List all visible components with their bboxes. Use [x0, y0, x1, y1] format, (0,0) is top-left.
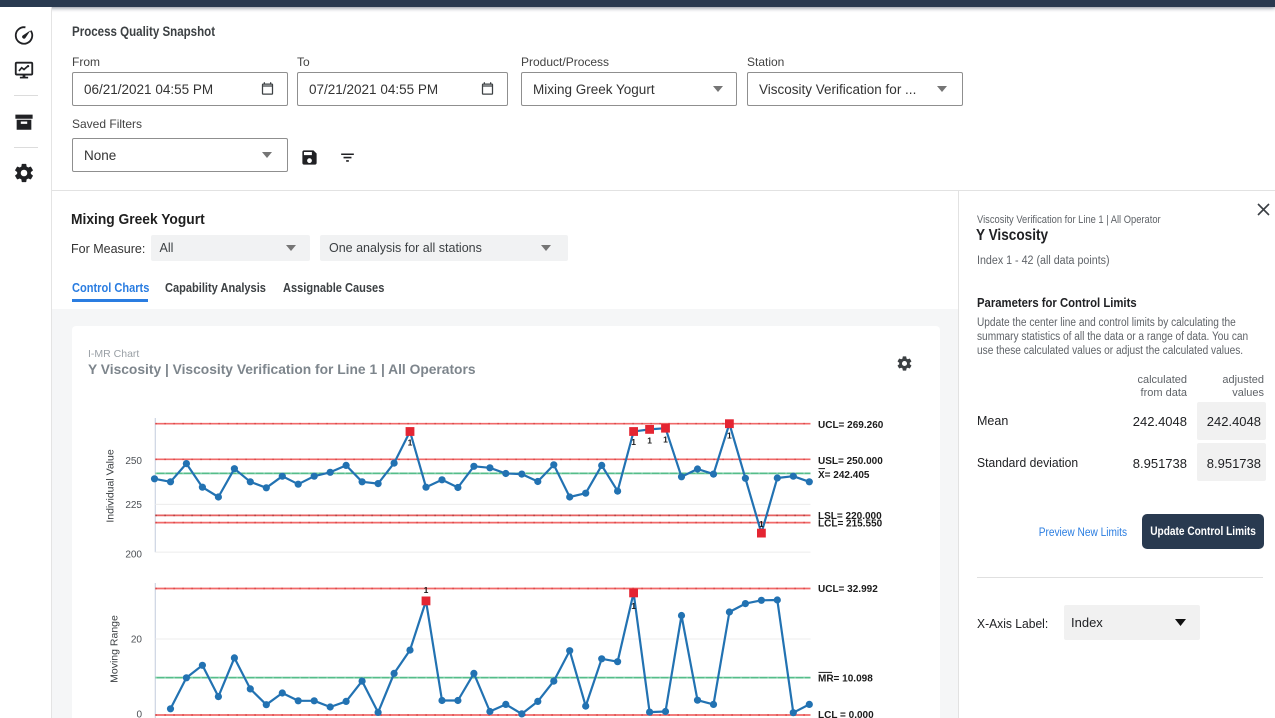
- svg-text:1: 1: [424, 585, 429, 595]
- svg-text:20: 20: [131, 635, 143, 646]
- svg-text:0: 0: [136, 710, 142, 718]
- svg-text:200: 200: [125, 549, 142, 560]
- svg-text:1: 1: [727, 431, 732, 441]
- svg-text:1: 1: [631, 601, 636, 611]
- svg-text:Moving Range: Moving Range: [109, 615, 121, 683]
- svg-text:1: 1: [663, 435, 668, 445]
- svg-text:Individual Value: Individual Value: [105, 449, 117, 523]
- svg-text:1: 1: [647, 436, 652, 446]
- svg-text:X= 242.405: X= 242.405: [818, 470, 870, 481]
- svg-text:LCL = 0.000: LCL = 0.000: [818, 710, 874, 718]
- svg-text:USL= 250.000: USL= 250.000: [818, 456, 883, 467]
- svg-text:250: 250: [125, 456, 142, 467]
- svg-text:LSL= 220.000: LSL= 220.000: [818, 511, 882, 522]
- svg-text:LCL= 215.550: LCL= 215.550: [818, 518, 883, 529]
- svg-text:1: 1: [759, 519, 764, 529]
- svg-text:225: 225: [125, 500, 142, 511]
- svg-text:UCL= 32.992: UCL= 32.992: [818, 584, 878, 595]
- svg-text:1: 1: [631, 437, 636, 447]
- svg-text:UCL= 269.260: UCL= 269.260: [818, 420, 884, 431]
- svg-text:1: 1: [408, 438, 413, 448]
- svg-text:MR= 10.098: MR= 10.098: [818, 673, 873, 684]
